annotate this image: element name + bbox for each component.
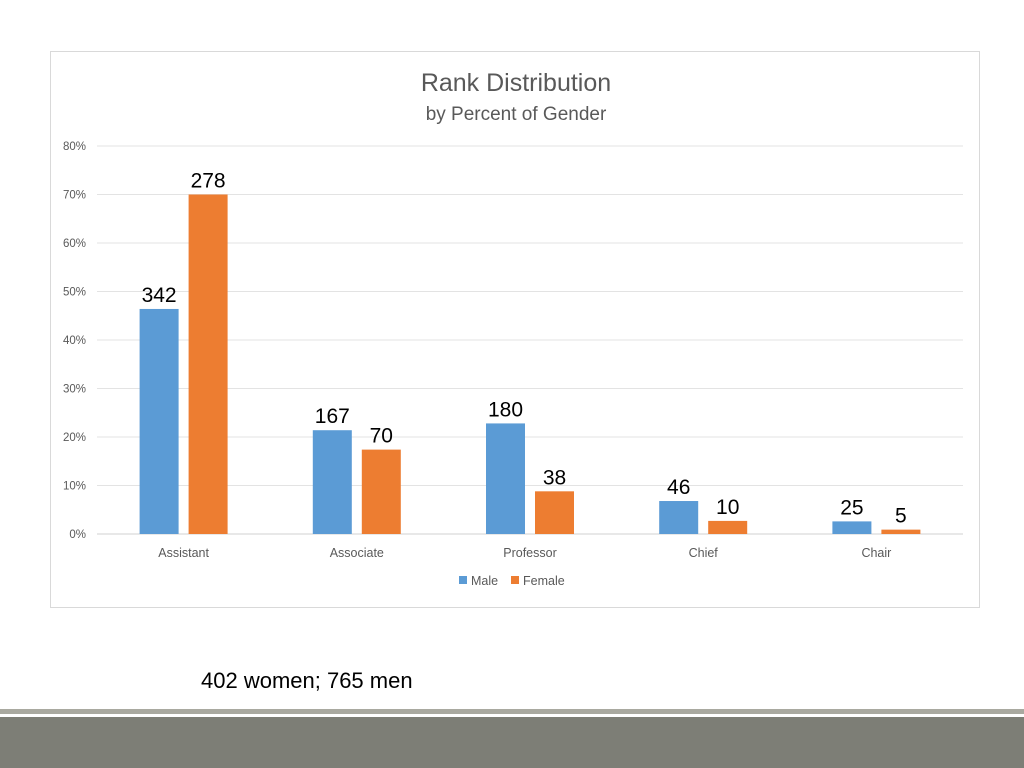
bar-male-associate <box>312 430 352 534</box>
y-tick-label: 70% <box>63 190 86 202</box>
x-axis-categories: Assistant Associate Professor Chief Chair <box>158 546 891 560</box>
gridlines <box>97 145 963 535</box>
y-tick-label: 60% <box>63 238 86 250</box>
data-label-male-chair: 25 <box>840 496 863 519</box>
y-tick-label: 20% <box>63 432 86 444</box>
category-label-chair: Chair <box>861 546 891 560</box>
data-label-female-chair: 5 <box>895 505 907 528</box>
data-label-female-associate: 70 <box>370 425 393 448</box>
bar-chart: Rank Distribution by Percent of Gender 0… <box>63 69 963 588</box>
legend: Male Female <box>459 574 565 588</box>
legend-label-male: Male <box>471 574 498 588</box>
data-label-female-professor: 38 <box>543 466 566 489</box>
bar-female-chair <box>881 529 921 534</box>
legend-label-female: Female <box>523 574 565 588</box>
bar-female-assistant <box>188 194 228 534</box>
bar-male-assistant <box>139 308 179 534</box>
bar-male-chief <box>659 501 699 534</box>
data-label-male-chief: 46 <box>667 476 690 499</box>
category-label-chief: Chief <box>689 546 719 560</box>
category-label-professor: Professor <box>503 546 557 560</box>
bar-female-professor <box>535 491 574 534</box>
data-label-male-associate: 167 <box>315 405 350 428</box>
category-label-assistant: Assistant <box>158 546 209 560</box>
y-tick-label: 0% <box>69 529 86 541</box>
footer-divider <box>0 709 1024 714</box>
y-tick-label: 50% <box>63 287 86 299</box>
y-tick-label: 10% <box>63 481 86 493</box>
bar-female-chief <box>708 520 748 534</box>
data-label-female-assistant: 278 <box>191 170 226 193</box>
category-label-associate: Associate <box>330 546 384 560</box>
data-label-male-assistant: 342 <box>142 284 177 307</box>
legend-swatch-male <box>459 576 467 584</box>
chart-subtitle: by Percent of Gender <box>426 104 607 125</box>
data-labels: 342 278 167 70 180 38 46 10 25 5 <box>142 170 907 528</box>
caption-text: 402 women; 765 men <box>201 668 413 693</box>
bar-male-chair <box>832 521 872 534</box>
data-label-female-chief: 10 <box>716 496 739 519</box>
bar-male-professor <box>486 423 525 534</box>
bars <box>139 194 921 534</box>
chart-title: Rank Distribution <box>421 69 611 97</box>
footer-bar <box>0 717 1024 768</box>
bar-female-associate <box>361 449 401 534</box>
chart-container: Rank Distribution by Percent of Gender 0… <box>50 51 980 608</box>
data-label-male-professor: 180 <box>488 398 523 421</box>
y-tick-label: 80% <box>63 141 86 153</box>
y-tick-label: 30% <box>63 384 86 396</box>
legend-swatch-female <box>511 576 519 584</box>
y-axis-ticks: 0% 10% 20% 30% 40% 50% 60% 70% 80% <box>63 141 86 541</box>
y-tick-label: 40% <box>63 335 86 347</box>
